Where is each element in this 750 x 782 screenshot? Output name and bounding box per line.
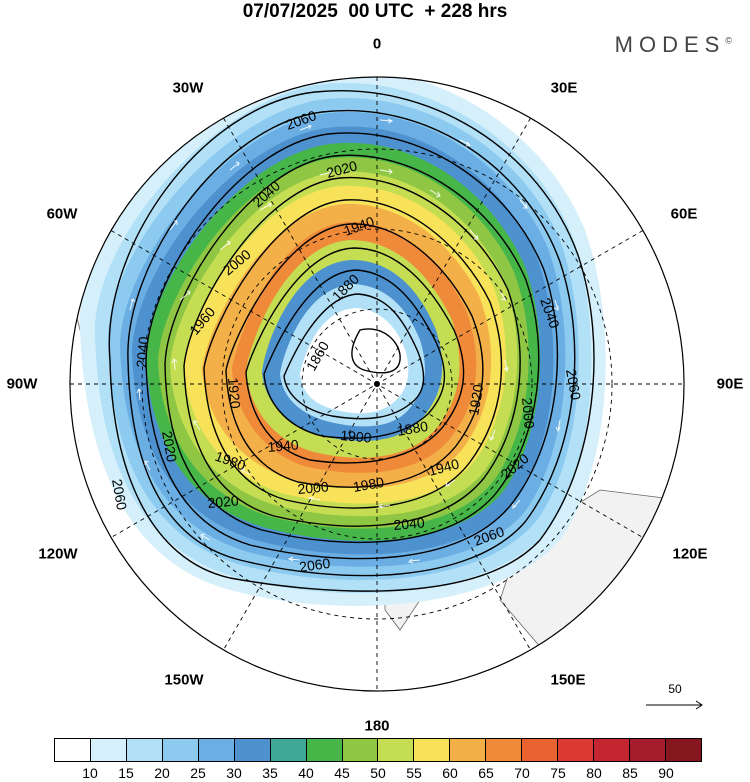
lon-label-120w: 120W: [38, 545, 78, 563]
colorbar-cell: [234, 738, 271, 762]
colorbar-labels: 10 15 20 25 30 35 40 45 50 55 60 65 70 75 80 85 90: [54, 765, 702, 781]
colorbar-cell: [378, 738, 415, 762]
wind-vectors: [129, 118, 561, 564]
map-disc: [70, 77, 684, 691]
contour-label: 1900: [340, 427, 373, 446]
contour-1960: [203, 199, 503, 509]
colorbar-tick-label: 20: [154, 765, 170, 781]
contour-label: 2060: [298, 555, 331, 575]
colorbar-tick-label: 80: [586, 765, 602, 781]
lon-label-60e: 60E: [670, 205, 698, 223]
contour-2000: [164, 154, 540, 544]
reference-vector: 50: [644, 680, 706, 720]
lon-label-150e: 150E: [550, 671, 586, 689]
colorbar-tick-label: 75: [550, 765, 566, 781]
colorbar-cell: [630, 738, 666, 762]
contour-1860: [351, 328, 401, 374]
lon-label-0: 0: [372, 35, 382, 53]
colorbar-cell: [162, 738, 199, 762]
contour-label: 2000: [519, 397, 538, 430]
contour-1940: [225, 223, 484, 488]
colorbar-tick-label: 90: [658, 765, 674, 781]
colorbar-cell: [486, 738, 523, 762]
colorbar-cell: [306, 738, 343, 762]
colorbar-cell: [126, 738, 163, 762]
brand-logo: MODES©: [615, 32, 732, 58]
colorbar-cell: [342, 738, 379, 762]
brand-name: MODES: [614, 32, 726, 57]
map-border: [69, 76, 685, 692]
colorbar-cell: [665, 738, 702, 762]
contour-2060: [108, 90, 595, 592]
lon-label-30e: 30E: [550, 79, 578, 97]
contour-label: 2060: [563, 368, 584, 402]
map-title: 07/07/2025 00 UTC + 228 hrs: [242, 1, 508, 22]
brand-mark: ©: [725, 35, 732, 46]
lon-label-60w: 60W: [46, 205, 78, 223]
colorbar-tick-label: 85: [622, 765, 638, 781]
colorbar-cell: [198, 738, 235, 762]
colorbar-cell: [90, 738, 127, 762]
reference-vector-label: 50: [668, 682, 682, 696]
colorbar-tick-label: 25: [190, 765, 206, 781]
lon-label-30w: 30W: [172, 79, 204, 97]
contour-label: 1940: [427, 455, 461, 479]
contour-label: 1980: [352, 474, 386, 495]
colorbar-tick-label: 55: [406, 765, 422, 781]
contour-1920: [245, 247, 465, 464]
contour-label: 1920: [225, 377, 244, 410]
contour-label: 1920: [465, 383, 486, 417]
colorbar-tick-label: 15: [118, 765, 134, 781]
colorbar-cell: [594, 738, 630, 762]
contour-label: 2040: [393, 514, 426, 533]
colorbar-cell: [54, 738, 91, 762]
contour-2040: [127, 110, 576, 577]
contour-label: 2040: [133, 336, 152, 369]
pole-dot: [374, 381, 380, 387]
contour-label: 2060: [109, 478, 130, 512]
colorbar-cell: [522, 738, 559, 762]
colorbar-cell: [450, 738, 487, 762]
colorbar-tick-label: 70: [514, 765, 530, 781]
contour-1900: [263, 269, 446, 439]
colorbar: [54, 738, 702, 762]
contour-1980: [183, 176, 521, 527]
colorbar-tick-label: 60: [442, 765, 458, 781]
colorbar-cell: [558, 738, 595, 762]
lon-label-120e: 120E: [672, 545, 708, 563]
reference-arrow-icon: [646, 700, 703, 710]
wind-speed-shading: [79, 77, 606, 606]
lon-label-180: 180: [364, 717, 390, 735]
colorbar-cell: [270, 738, 307, 762]
contour-1880: [283, 293, 425, 420]
contour-label: 2020: [159, 430, 180, 464]
colorbar-tick-label: 45: [334, 765, 350, 781]
contour-label: 2000: [297, 478, 330, 497]
contour-label: 1940: [267, 436, 300, 455]
colorbar-cell: [414, 738, 451, 762]
contour-label: 1880: [396, 418, 430, 439]
colorbar-tick-label: 40: [298, 765, 314, 781]
lon-label-150w: 150W: [164, 671, 204, 689]
height-contours: [108, 90, 595, 592]
colorbar-tick-label: 65: [478, 765, 494, 781]
contour-label: 2020: [325, 157, 359, 181]
contour-2020: [145, 132, 559, 560]
colorbar-tick-label: 35: [262, 765, 278, 781]
colorbar-tick-label: 50: [370, 765, 386, 781]
contour-label: 2020: [207, 492, 240, 511]
colorbar-tick-label: 10: [82, 765, 98, 781]
lon-label-90w: 90W: [6, 375, 38, 393]
lon-label-90e: 90E: [716, 375, 744, 393]
colorbar-tick-label: 30: [226, 765, 242, 781]
